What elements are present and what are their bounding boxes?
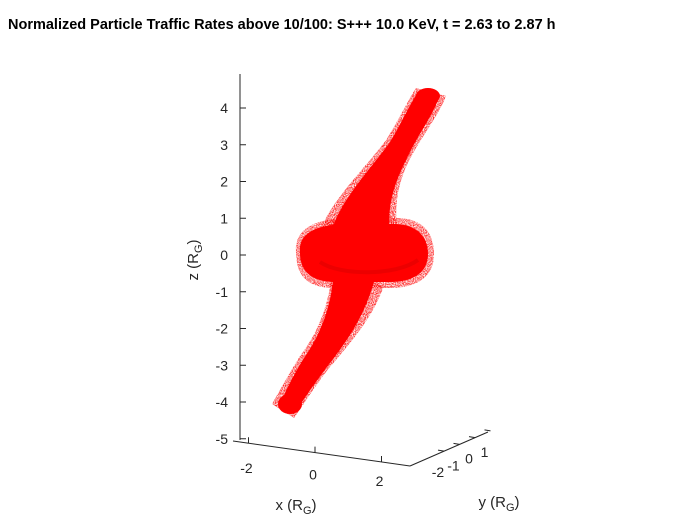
x-axis-label: x (RG): [275, 497, 316, 517]
y-axis-label-sub: G: [506, 502, 515, 514]
central-torus-speckle: [295, 218, 434, 288]
lower-arm: [280, 270, 374, 414]
x-tick-label: 2: [376, 473, 384, 489]
y-tick-label: -1: [447, 457, 460, 473]
particle-cloud: [272, 88, 446, 418]
y-tick-label: 1: [481, 444, 489, 460]
upper-arm: [330, 92, 438, 236]
z-tick-label: 0: [220, 247, 228, 263]
upper-arm-tip: [416, 88, 440, 104]
z-tick-label: 2: [220, 174, 228, 190]
y-axis-ticks: -2 -1 0 1: [432, 429, 491, 480]
z-tick-label: 4: [220, 100, 228, 116]
z-axis-label-sub: G: [193, 244, 205, 253]
x-axis-line: [232, 440, 411, 467]
z-axis-label-close: ): [185, 239, 202, 244]
z-axis-ticks: 4 3 2 1 0 -1 -2 -3 -4 -5: [216, 100, 246, 447]
x-axis-label-base: x (R: [275, 497, 303, 514]
z-tick-label: -1: [216, 284, 229, 300]
x-tick-label: 0: [309, 467, 317, 483]
y-axis-label: y (RG): [478, 494, 519, 514]
z-axis-label-base: z (R: [185, 253, 202, 281]
chart-title: Normalized Particle Traffic Rates above …: [8, 17, 556, 33]
z-axis-label: z (RG): [185, 239, 205, 280]
y-tick-mark: [484, 429, 491, 432]
y-tick-mark: [453, 442, 460, 445]
x-axis-label-sub: G: [303, 505, 312, 517]
lower-arm-tip: [278, 394, 302, 414]
x-axis-label-close: ): [312, 497, 317, 514]
x-axis-ticks: -2 0 2: [240, 437, 384, 489]
y-tick-mark: [468, 436, 476, 439]
y-tick-label: 0: [465, 451, 473, 467]
z-tick-label: -3: [216, 357, 229, 373]
z-tick-label: -2: [216, 321, 229, 337]
y-tick-mark: [437, 449, 445, 452]
y-axis-label-base: y (R: [478, 494, 506, 511]
z-tick-label: 3: [220, 137, 228, 153]
central-torus-shading: [318, 258, 420, 275]
z-tick-label: -4: [216, 394, 229, 410]
z-tick-label: 1: [220, 210, 228, 226]
y-axis-label-close: ): [515, 494, 520, 511]
x-tick-label: -2: [240, 460, 253, 476]
z-tick-label: -5: [216, 431, 229, 447]
y-tick-label: -2: [432, 464, 445, 480]
